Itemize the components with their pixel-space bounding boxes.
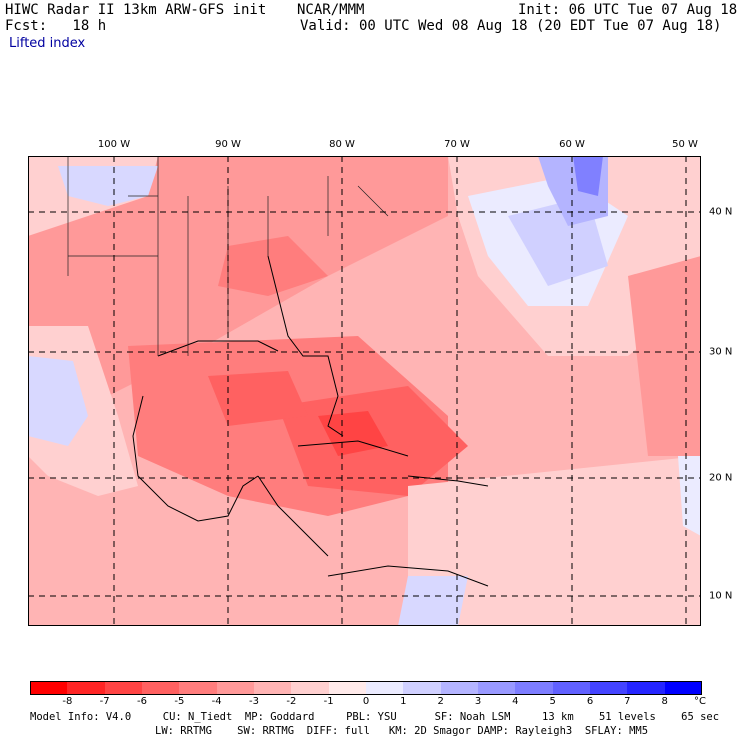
- gulf-coast-line: [157, 340, 279, 357]
- graticule: [28, 156, 701, 626]
- colorbar-tick-label: -8: [62, 696, 73, 707]
- lat-label: 10 N: [709, 590, 733, 602]
- init-time: Init: 06 UTC Tue 07 Aug 18: [518, 2, 738, 18]
- east-coast-line: [267, 255, 344, 437]
- colorbar: [30, 681, 703, 695]
- model-title: HIWC Radar II 13km ARW-GFS init: [5, 2, 267, 18]
- colorbar-swatch: [179, 681, 218, 695]
- footer-physics-info: LW: RRTMG SW: RRTMG DIFF: full KM: 2D Sm…: [155, 725, 649, 737]
- lon-label: 90 W: [215, 139, 241, 150]
- map-frame: [28, 156, 701, 626]
- colorbar-tick-label: 1: [400, 696, 407, 707]
- lon-label: 80 W: [329, 139, 355, 150]
- colorbar-swatch: [67, 681, 106, 695]
- stable-northeast-core: [573, 156, 603, 196]
- lon-label: 100 W: [97, 139, 131, 150]
- colorbar-swatch: [30, 681, 68, 695]
- colorbar-tick-label: 3: [474, 696, 482, 707]
- colorbar-swatch: [254, 681, 292, 695]
- field-name: Lifted index: [9, 36, 86, 51]
- colorbar-swatch: [440, 681, 479, 695]
- footer-model-info: Model Info: V4.0 CU: N_Tiedt MP: Goddard…: [30, 711, 720, 723]
- gulf-core-region: [208, 371, 308, 426]
- valid-time: Valid: 00 UTC Wed 08 Aug 18 (20 EDT Tue …: [300, 18, 722, 34]
- lon-label: 60 W: [559, 139, 585, 150]
- colorbar-tick-label: 0: [362, 696, 370, 707]
- colorbar-swatch: [104, 681, 143, 695]
- colorbar-swatch: [627, 681, 666, 695]
- colorbar-frame: [30, 681, 702, 695]
- colorbar-swatch: [552, 681, 591, 695]
- east-atlantic-unstable: [628, 256, 701, 456]
- cuba-line: [297, 440, 409, 457]
- colorbar-tick-label: -5: [174, 696, 185, 707]
- stable-east-edge: [678, 456, 701, 536]
- colorbar-tick-label: -3: [249, 696, 259, 707]
- colorbar-swatch: [366, 681, 404, 695]
- colorbar-tick-label: 2: [437, 696, 444, 707]
- colorbar-swatch: [664, 681, 703, 695]
- colorbar-swatch: [478, 681, 516, 695]
- lon-label: 70 W: [444, 139, 470, 150]
- colorbar-swatch: [403, 681, 442, 695]
- south-america-coast: [327, 565, 489, 587]
- southeast-core-region: [218, 236, 328, 296]
- lat-label: 40 N: [709, 206, 733, 218]
- central-america-line: [257, 475, 329, 557]
- stable-mexico-region: [28, 356, 88, 446]
- colorbar-swatch: [515, 681, 554, 695]
- state-borders: [67, 156, 389, 356]
- org-label: NCAR/MMM: [297, 2, 365, 18]
- colorbar-swatch: [216, 681, 255, 695]
- colorbar-tick-label: -6: [137, 696, 147, 707]
- lat-label: 20 N: [709, 472, 733, 484]
- colorbar-tick-label: -7: [99, 696, 110, 707]
- colorbar-swatch: [590, 681, 628, 695]
- colorbar-tick-label: -2: [286, 696, 297, 707]
- colorbar-tick-label: 7: [624, 696, 631, 707]
- lat-label: 30 N: [709, 346, 733, 358]
- colorbar-unit: °C: [694, 696, 706, 707]
- colorbar-swatch: [142, 681, 180, 695]
- colorbar-tick-label: 4: [512, 696, 519, 707]
- colorbar-tick-label: -4: [211, 696, 222, 707]
- lifted-index-map: [28, 156, 701, 626]
- mexico-coast-line: [132, 395, 259, 522]
- colorbar-tick-label: 5: [549, 696, 556, 707]
- colorbar-swatch: [328, 681, 367, 695]
- forecast-hour: Fcst: 18 h: [5, 18, 107, 34]
- colorbar-tick-label: 8: [661, 696, 668, 707]
- colorbar-tick-label: -1: [323, 696, 334, 707]
- colorbar-tick-label: 6: [586, 696, 594, 707]
- stable-south-america-region: [398, 576, 468, 626]
- lon-label: 50 W: [672, 139, 698, 150]
- colorbar-swatch: [291, 681, 330, 695]
